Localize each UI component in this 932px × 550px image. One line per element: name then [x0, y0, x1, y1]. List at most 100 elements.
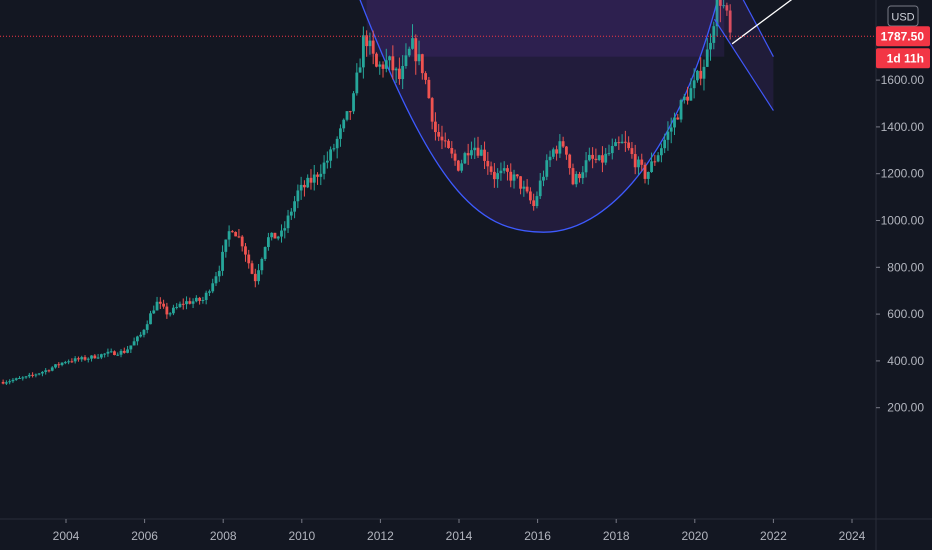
candle-down [198, 297, 202, 301]
candle-down [47, 370, 51, 372]
candle-down [414, 38, 418, 62]
candle-up [614, 142, 617, 147]
candle-down [627, 142, 631, 149]
candle-down [253, 273, 257, 282]
candle-down [247, 254, 251, 264]
candle-up [378, 64, 382, 67]
candle-down [430, 98, 434, 122]
y-tick-label: 200.00 [887, 401, 924, 415]
candle-up [194, 297, 198, 302]
candle-down [623, 141, 627, 143]
candle-down [486, 160, 490, 167]
candle-up [673, 117, 676, 128]
last-price-label: 1787.50 [881, 30, 925, 44]
candle-up [404, 55, 408, 67]
candle-down [420, 54, 424, 74]
candle-down [162, 303, 165, 307]
candle-up [322, 162, 326, 174]
candle-up [535, 196, 539, 207]
candle-down [565, 146, 568, 155]
candle-up [548, 156, 552, 161]
candle-down [489, 166, 493, 172]
candle-up [86, 358, 90, 360]
candle-up [266, 237, 270, 248]
y-tick-label: 1000.00 [881, 214, 925, 228]
candle-down [391, 56, 395, 71]
candle-up [502, 168, 506, 171]
candle-up [283, 228, 287, 231]
candle-down [122, 350, 126, 353]
last-price-badge [876, 26, 930, 47]
candle-up [473, 147, 477, 151]
candle-up [224, 239, 228, 252]
candle-up [204, 292, 208, 300]
candle-up [286, 215, 290, 229]
candle-up [620, 141, 624, 144]
x-tick-label: 2006 [131, 529, 158, 543]
candle-down [450, 148, 454, 154]
x-tick-label: 2004 [53, 529, 80, 543]
handle-channel-lower [713, 18, 774, 111]
candle-down [427, 79, 431, 99]
candle-down [365, 35, 369, 47]
candle-down [440, 136, 444, 141]
candle-down [165, 306, 169, 315]
candle-down [466, 153, 470, 156]
candle-up [339, 128, 342, 139]
candle-up [99, 354, 103, 358]
candle-up [217, 270, 221, 277]
candle-up [276, 236, 280, 239]
candle-down [234, 231, 238, 237]
currency-badge[interactable] [887, 5, 919, 27]
candle-up [257, 270, 260, 282]
candle-down [492, 171, 496, 180]
candle-up [41, 371, 44, 374]
candle-up [168, 313, 172, 315]
candle-down [1, 381, 5, 384]
candle-down [699, 70, 703, 79]
candle-down [434, 121, 437, 133]
candle-up [709, 42, 712, 50]
candle-down [728, 10, 732, 33]
candle-down [643, 164, 647, 179]
candle-up [329, 149, 333, 161]
candle-down [453, 153, 457, 161]
candle-up [712, 26, 716, 43]
candle-down [571, 168, 575, 185]
candle-down [617, 142, 621, 144]
candle-up [109, 351, 113, 353]
candle-up [417, 54, 421, 62]
candle-up [185, 301, 188, 305]
candle-down [348, 111, 352, 113]
countdown-label: 1d 11h [887, 52, 924, 66]
candle-up [67, 361, 71, 363]
cup-range-box [366, 0, 725, 57]
time-axis[interactable]: 2004 2006 2008 2010 2012 2014 2016 2018 2020 2022… [53, 519, 866, 543]
candle-up [574, 173, 578, 185]
candle-up [496, 173, 500, 180]
candle-up [50, 367, 54, 371]
candle-up [604, 153, 608, 163]
candle-up [663, 139, 667, 149]
candle-down [273, 232, 277, 239]
candle-down [240, 236, 244, 247]
candle-up [538, 180, 542, 197]
candle-down [561, 141, 565, 147]
candle-up [90, 355, 93, 359]
candle-up [96, 357, 100, 359]
candle-up [479, 149, 483, 156]
candle-up [388, 56, 391, 61]
candle-up [558, 141, 562, 154]
x-tick-label: 2010 [288, 529, 315, 543]
candle-up [692, 80, 696, 89]
candle-down [653, 161, 657, 163]
y-tick-label: 1400.00 [881, 120, 925, 134]
y-tick-label: 1600.00 [881, 73, 925, 87]
candle-up [332, 148, 336, 150]
candle-up [221, 251, 224, 271]
candle-down [93, 355, 97, 359]
candle-up [139, 334, 143, 337]
candle-up [584, 160, 588, 173]
candle-up [227, 231, 231, 240]
